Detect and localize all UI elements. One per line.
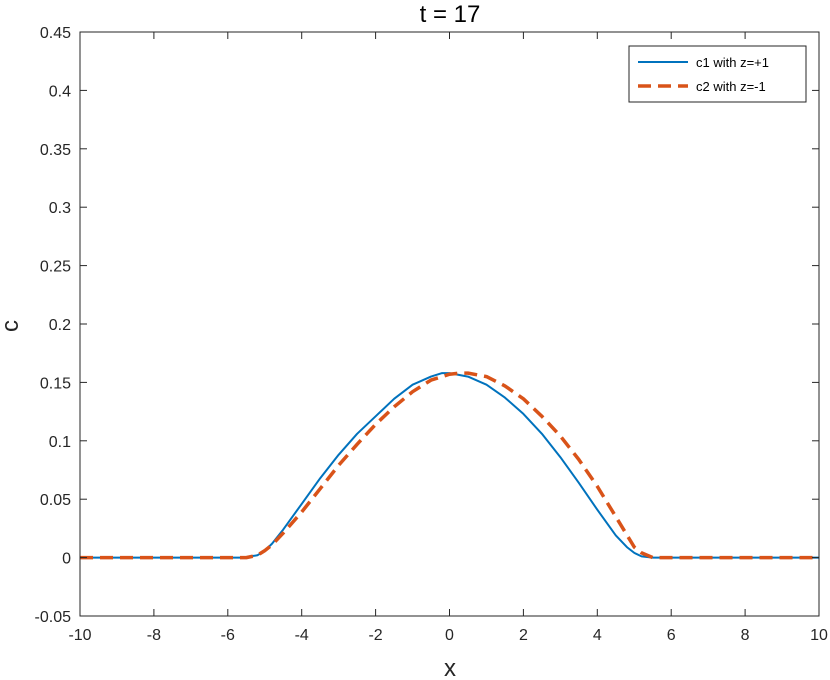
- x-axis-label: x: [444, 655, 456, 680]
- chart-title: t = 17: [420, 1, 481, 28]
- y-tick-label: 0.15: [40, 375, 71, 392]
- legend: c1 with z=+1 c2 with z=-1: [628, 45, 807, 103]
- y-tick-label: 0.45: [40, 25, 71, 42]
- y-tick-label: 0: [62, 551, 71, 568]
- x-tick-label: -10: [68, 627, 91, 644]
- legend-label-c2: c2 with z=-1: [696, 79, 766, 94]
- y-tick-label: 0.1: [49, 434, 71, 451]
- y-tick-label: 0.3: [49, 200, 71, 217]
- y-tick-label: 0.05: [40, 492, 71, 509]
- y-tick-label: 0.4: [49, 83, 71, 100]
- x-axis-ticks: -10 -8 -6 -4 -2 0 2 4 6 8 10: [68, 32, 828, 644]
- series-line-c2: [80, 371, 819, 560]
- legend-label-c1: c1 with z=+1: [696, 55, 769, 70]
- legend-box: [628, 45, 807, 103]
- plot-area: [80, 32, 819, 616]
- x-tick-label: -2: [368, 627, 382, 644]
- x-tick-label: -4: [295, 627, 309, 644]
- x-tick-label: -6: [221, 627, 235, 644]
- series-layer: [80, 371, 819, 560]
- x-tick-label: -8: [147, 627, 161, 644]
- y-tick-label: -0.05: [35, 609, 72, 626]
- x-tick-label: 2: [519, 627, 528, 644]
- x-tick-label: 4: [593, 627, 602, 644]
- y-tick-label: 0.2: [49, 317, 71, 334]
- y-axis-label: c: [0, 320, 24, 332]
- x-tick-label: 6: [667, 627, 676, 644]
- y-tick-label: 0.25: [40, 259, 71, 276]
- y-axis-ticks: -0.05 0 0.05 0.1 0.15 0.2 0.25 0.3 0.35 0.4 0.45: [35, 25, 819, 626]
- x-tick-label: 0: [445, 627, 454, 644]
- x-tick-label: 8: [741, 627, 750, 644]
- y-tick-label: 0.35: [40, 142, 71, 159]
- x-tick-label: 10: [810, 627, 828, 644]
